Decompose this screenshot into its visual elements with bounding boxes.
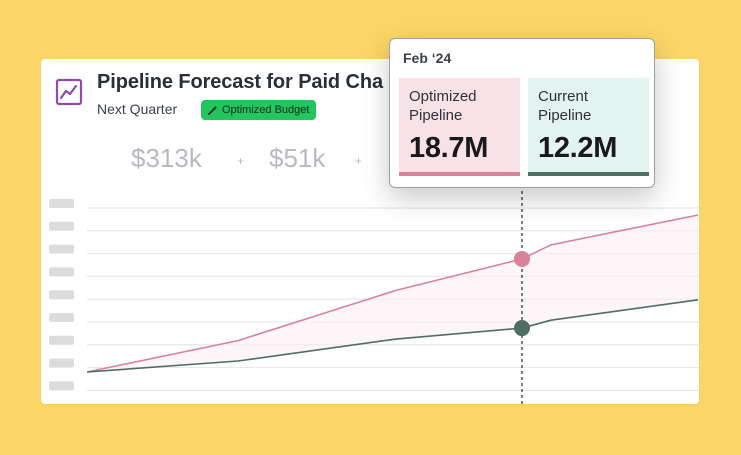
y-tick-label xyxy=(49,267,74,277)
optimized-area xyxy=(87,215,698,372)
current-pipeline-label: Current Pipeline xyxy=(538,88,592,124)
current-series-line xyxy=(86,298,699,373)
trend-chart-icon xyxy=(55,78,83,106)
forecast-period: Next Quarter xyxy=(97,101,178,117)
optimized-point-marker[interactable] xyxy=(514,250,530,267)
y-tick-label xyxy=(49,358,74,368)
tooltip-date: Feb ‘24 xyxy=(403,50,452,66)
y-tick-label xyxy=(49,221,74,231)
y-tick-label xyxy=(49,313,74,322)
current-point-marker[interactable] xyxy=(514,320,530,337)
magic-wand-icon xyxy=(208,104,218,115)
stat-value-budget: $313k xyxy=(131,143,202,173)
y-tick-label xyxy=(49,290,74,300)
current-pipeline-value: 12.2M xyxy=(538,132,618,164)
y-tick-label xyxy=(49,244,74,254)
optimized-series-line xyxy=(86,214,699,373)
current-pipeline-panel: Current Pipeline 12.2M xyxy=(528,78,649,176)
optimized-pipeline-panel: Optimized Pipeline 18.7M xyxy=(399,78,520,176)
pipeline-chart xyxy=(49,185,699,404)
chart-tooltip: Feb ‘24 Optimized Pipeline 18.7M Current… xyxy=(389,38,655,188)
optimized-pipeline-label: Optimized Pipeline xyxy=(409,88,477,124)
y-tick-label xyxy=(49,335,74,345)
y-tick-label xyxy=(49,381,74,391)
y-tick-label xyxy=(49,199,74,208)
stat-separator: + xyxy=(237,154,245,168)
optimized-pipeline-value: 18.7M xyxy=(409,132,489,164)
stat-separator: + xyxy=(355,154,363,168)
stat-value-increase: $51k xyxy=(269,143,326,173)
page-title: Pipeline Forecast for Paid Cha xyxy=(97,71,383,93)
optimized-budget-badge[interactable]: Optimized Budget xyxy=(201,100,317,120)
badge-label: Optimized Budget xyxy=(222,104,310,116)
